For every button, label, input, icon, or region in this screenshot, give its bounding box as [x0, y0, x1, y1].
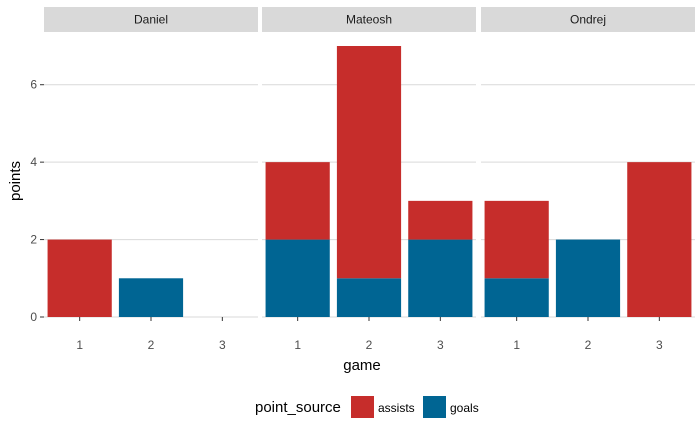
legend-key-assists	[351, 396, 374, 418]
y-axis-title: points	[7, 161, 24, 201]
y-tick-label: 2	[30, 233, 37, 247]
x-tick-label: 2	[366, 338, 373, 352]
legend: point_source assists goals	[255, 396, 479, 418]
x-tick-label: 1	[513, 338, 520, 352]
x-tick-label: 2	[585, 338, 592, 352]
bar-goals	[484, 278, 549, 317]
facet-panel-ondrej: Ondrej 1 2 3	[481, 7, 695, 352]
x-tick-label: 2	[148, 338, 155, 352]
facet-strip	[44, 7, 258, 32]
bar-assists	[336, 46, 402, 279]
x-tick-label: 1	[294, 338, 301, 352]
y-axis: 0 2 4 6	[30, 78, 44, 324]
legend-key-goals	[423, 396, 446, 418]
legend-label-assists: assists	[378, 401, 415, 415]
facet-panel-mateosh: Mateosh 1 2 3	[262, 7, 476, 352]
facet-strip-label: Daniel	[134, 13, 168, 27]
x-tick-label: 3	[656, 338, 663, 352]
facet-strip	[481, 7, 695, 32]
bar-goals	[408, 239, 473, 317]
facet-strip	[262, 7, 476, 32]
legend-title: point_source	[255, 399, 341, 416]
bar-goals	[336, 278, 402, 317]
legend-label-goals: goals	[450, 401, 479, 415]
bar-goals	[118, 278, 184, 317]
bar-assists	[408, 200, 473, 240]
bar-assists	[265, 162, 330, 240]
x-tick-label: 3	[219, 338, 226, 352]
y-tick-label: 6	[30, 78, 37, 92]
x-tick-label: 3	[437, 338, 444, 352]
bar-assists	[47, 239, 112, 317]
panels-layer: Daniel 1 2 3 Mateosh 1 2 3 Ondrej 1 2 3	[44, 7, 695, 352]
y-tick-label: 0	[30, 310, 37, 324]
y-tick-label: 4	[30, 155, 37, 169]
bar-assists	[627, 162, 692, 317]
bar-goals	[265, 239, 330, 317]
x-tick-label: 1	[76, 338, 83, 352]
x-axis-title: game	[343, 357, 381, 374]
facet-panel-daniel: Daniel 1 2 3	[44, 7, 258, 352]
facet-strip-label: Ondrej	[570, 13, 606, 27]
bar-assists	[484, 200, 549, 279]
bar-goals	[555, 239, 621, 317]
facet-strip-label: Mateosh	[346, 13, 392, 27]
